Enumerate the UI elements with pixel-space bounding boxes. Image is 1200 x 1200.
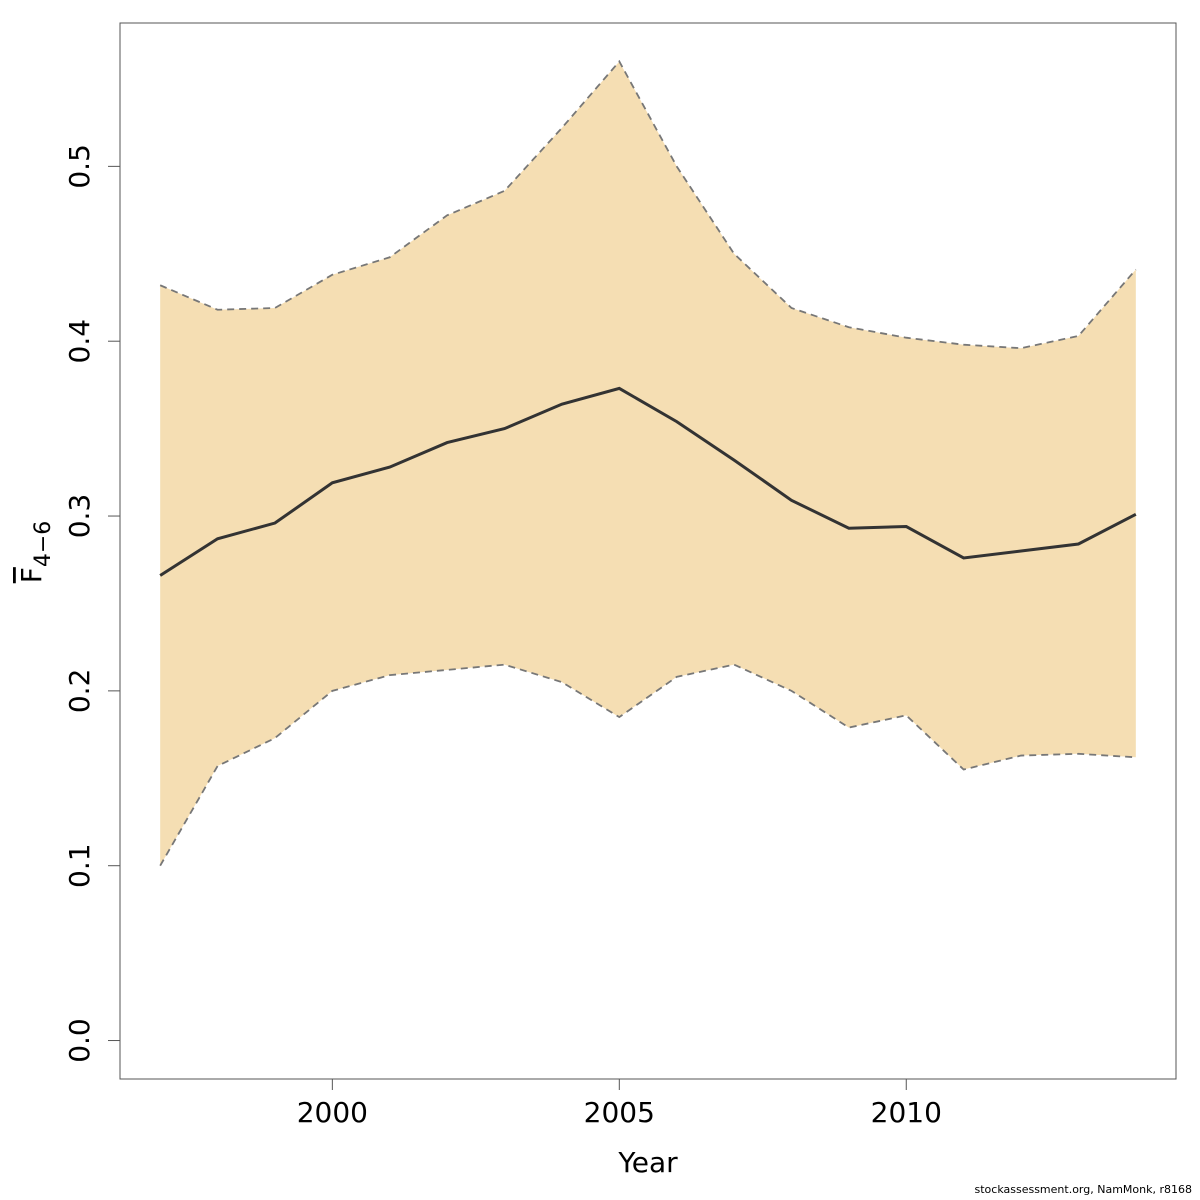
y-tick-label: 0.1	[63, 843, 96, 888]
y-axis-title: F4−6	[15, 521, 56, 584]
y-axis: 0.0 0.1 0.2 0.3 0.4 0.5	[63, 144, 120, 1063]
y-tick-label: 0.0	[63, 1018, 96, 1063]
y-tick-label: 0.5	[63, 144, 96, 189]
y-axis-title-base: F	[15, 567, 48, 583]
y-tick-label: 0.3	[63, 494, 96, 539]
y-axis-title-subscript: 4−6	[31, 521, 56, 567]
x-tick-label: 2005	[584, 1096, 655, 1129]
confidence-band	[160, 61, 1136, 866]
y-tick-label: 0.4	[63, 319, 96, 364]
series-line-layer	[159, 59, 1137, 867]
confidence-band-layer	[160, 61, 1136, 866]
credit-text: stockassessment.org, NamMonk, r8168	[974, 1183, 1193, 1196]
svg-text:F4−6: F4−6	[15, 521, 56, 584]
estimate-line	[159, 386, 1137, 577]
upper-bound-line	[159, 59, 1137, 350]
lower-bound-line	[159, 663, 1136, 867]
plot-frame	[119, 22, 1177, 1080]
x-axis: 2000 2005 2010	[297, 1079, 942, 1129]
x-tick-label: 2010	[871, 1096, 942, 1129]
x-tick-label: 2000	[297, 1096, 368, 1129]
x-axis-title: Year	[617, 1146, 678, 1179]
y-tick-label: 0.2	[63, 669, 96, 714]
